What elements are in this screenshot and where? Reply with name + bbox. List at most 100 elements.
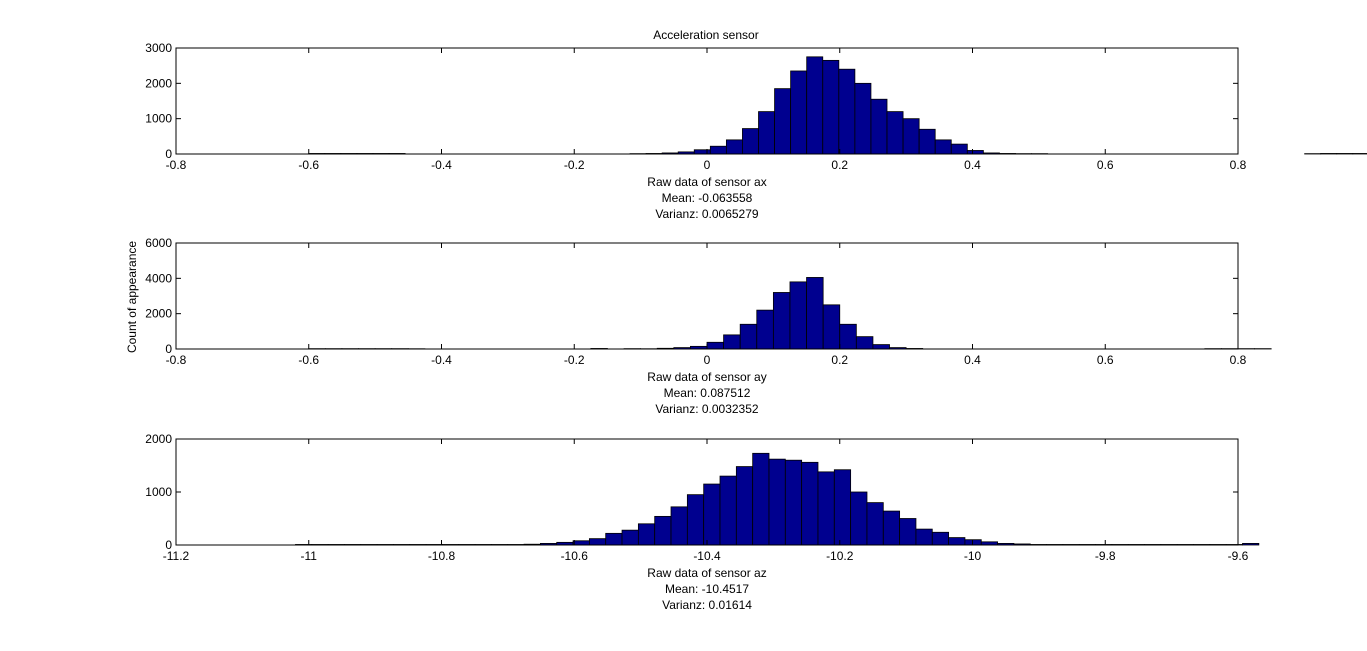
- x-tick-label: 0.8: [1230, 158, 1247, 172]
- x-tick-label: 0: [704, 353, 711, 367]
- histogram-bar: [735, 466, 754, 546]
- y-tick-label: 2000: [145, 76, 172, 90]
- x-axis-label-line: Mean: -0.063558: [662, 191, 753, 205]
- histogram-bar: [725, 139, 743, 155]
- histogram-bar: [822, 304, 841, 350]
- x-tick-label: 0.6: [1097, 158, 1114, 172]
- x-tick-label: -11.2: [163, 549, 190, 563]
- histogram-bar: [752, 452, 770, 546]
- x-tick-label: -10.2: [826, 549, 854, 563]
- histogram-bar: [934, 139, 952, 155]
- histogram-bar: [789, 281, 807, 350]
- x-tick-label: 0.4: [964, 158, 981, 172]
- histogram-bar: [918, 128, 936, 155]
- y-tick-label: 0: [165, 342, 172, 356]
- histogram-bar: [838, 68, 856, 155]
- histogram-bar: [822, 59, 840, 155]
- histogram-panel-3: -11.2 -11 -10.8 -10.6 -10.4 -10.2 -10 -9.8 -9.6 0…: [145, 432, 1260, 612]
- x-tick-label: 0.8: [1230, 353, 1247, 367]
- histogram-bar: [719, 475, 737, 546]
- figure-title: Acceleration sensor: [653, 28, 758, 42]
- y-tick-label: 0: [165, 538, 172, 552]
- x-tick-label: -9.8: [1095, 549, 1116, 563]
- histogram-bar: [1336, 153, 1354, 155]
- y-tick-label: 0: [165, 147, 172, 161]
- y-tick-label: 1000: [145, 112, 172, 126]
- histogram-bar: [854, 82, 872, 155]
- plot-area: [176, 243, 1238, 349]
- x-tick-label: -9.6: [1228, 549, 1249, 563]
- x-tick-label: 0.2: [831, 158, 848, 172]
- x-axis-label-line: Mean: 0.087512: [664, 386, 751, 400]
- x-tick-label: -10.6: [561, 549, 589, 563]
- x-tick-label: -0.2: [564, 158, 585, 172]
- y-tick-label: 6000: [145, 236, 172, 250]
- y-tick-label: 3000: [145, 41, 172, 55]
- histogram-bar: [723, 334, 741, 350]
- x-axis-label-line: Varianz: 0.01614: [662, 598, 752, 612]
- histogram-bar: [872, 344, 890, 350]
- histogram-bar: [899, 518, 917, 546]
- histogram-bar: [855, 336, 874, 350]
- histogram-bar: [572, 540, 590, 546]
- x-axis-label-line: Varianz: 0.0065279: [655, 207, 759, 221]
- x-tick-label: 0: [704, 158, 711, 172]
- histogram-bar: [637, 523, 656, 546]
- x-tick-label: 0.6: [1097, 353, 1114, 367]
- x-tick-label: 0.2: [831, 353, 848, 367]
- y-tick-label: 2000: [145, 307, 172, 321]
- histogram-bar: [790, 70, 808, 155]
- plot-area: [176, 48, 1238, 154]
- histogram-bar: [806, 56, 824, 155]
- histogram-bar: [886, 111, 904, 155]
- histogram-bar: [817, 471, 835, 546]
- histogram-bar: [774, 88, 792, 155]
- histogram-bar: [931, 531, 950, 546]
- x-tick-label: -0.6: [298, 158, 319, 172]
- histogram-bar: [742, 128, 759, 155]
- histogram-bar: [966, 150, 984, 155]
- x-tick-label: -0.2: [564, 353, 585, 367]
- y-tick-label: 1000: [145, 485, 172, 499]
- x-tick-label: -11: [301, 549, 318, 563]
- histogram-bar: [605, 532, 623, 546]
- histogram-bar: [806, 277, 824, 350]
- histogram-bar: [882, 510, 901, 546]
- histogram-bar: [915, 528, 933, 546]
- histogram-bar: [693, 149, 711, 155]
- histogram-bar: [801, 461, 819, 546]
- histogram-bar: [588, 538, 607, 546]
- histogram-bar: [709, 145, 727, 155]
- histogram-bar: [833, 469, 852, 546]
- y-tick-label: 2000: [145, 432, 172, 446]
- x-tick-label: 0.4: [964, 353, 981, 367]
- histogram-bar: [772, 292, 791, 350]
- x-tick-label: -10.8: [428, 549, 456, 563]
- histogram-panel-1: -0.8 -0.6 -0.4 -0.2 0 0.2 0.4 0.6 0.8 0 1000 2000 30…: [145, 41, 1367, 221]
- x-axis-label-line: Raw data of sensor ay: [647, 370, 766, 384]
- x-axis-label-line: Mean: -10.4517: [665, 582, 749, 596]
- histogram-bar: [948, 537, 966, 546]
- histogram-bar: [1352, 153, 1367, 155]
- histogram-bar: [703, 483, 721, 546]
- histogram-bar: [739, 323, 758, 350]
- histogram-bar: [1320, 153, 1338, 155]
- x-tick-label: -0.6: [298, 353, 319, 367]
- histogram-bar: [870, 98, 888, 155]
- histogram-bar: [706, 341, 724, 350]
- histogram-bar: [670, 506, 688, 546]
- x-axis-label-line: Raw data of sensor az: [647, 566, 766, 580]
- histogram-bar: [784, 459, 803, 546]
- histogram-bar: [839, 323, 857, 350]
- x-axis-label-line: Varianz: 0.0032352: [655, 402, 759, 416]
- y-tick-label: 4000: [145, 271, 172, 285]
- histogram-bar: [654, 515, 672, 546]
- histogram-bar: [686, 494, 705, 546]
- x-tick-label: -10.4: [693, 549, 721, 563]
- histogram-bar: [621, 529, 639, 546]
- histogram-bar: [850, 491, 868, 546]
- x-tick-label: -0.8: [166, 353, 187, 367]
- x-tick-label: -0.8: [166, 158, 187, 172]
- x-tick-label: -0.4: [431, 158, 452, 172]
